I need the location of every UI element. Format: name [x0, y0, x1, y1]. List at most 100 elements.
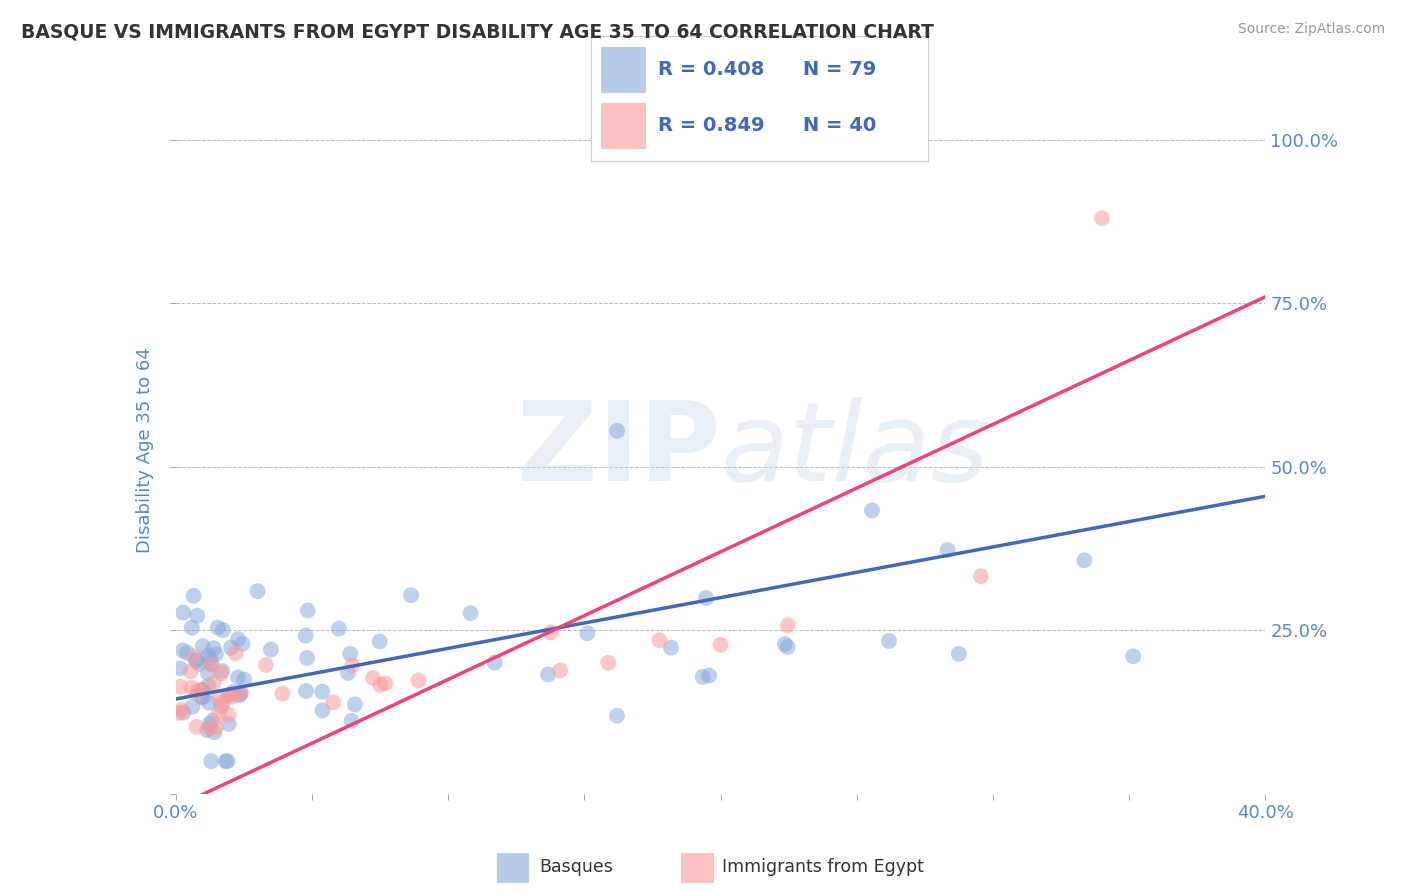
Point: [219, 640, 242, 655]
Point: [606, 424, 628, 438]
Point: [368, 634, 391, 648]
Point: [172, 643, 194, 657]
Point: [191, 683, 214, 698]
Point: [197, 648, 219, 663]
Point: [226, 670, 249, 684]
Point: [186, 653, 208, 667]
Point: [217, 754, 239, 768]
Point: [169, 661, 191, 675]
Point: [295, 651, 318, 665]
FancyBboxPatch shape: [600, 103, 644, 148]
Point: [197, 666, 219, 681]
Point: [374, 676, 396, 690]
Point: [254, 658, 277, 673]
Point: [217, 707, 239, 722]
Point: [218, 688, 240, 702]
Bar: [681, 854, 713, 881]
Point: [337, 665, 360, 680]
Point: [695, 591, 717, 605]
Point: [218, 717, 240, 731]
Point: [540, 625, 562, 640]
Point: [776, 618, 799, 632]
Point: [188, 657, 211, 671]
Text: ZIP: ZIP: [517, 397, 721, 504]
Point: [342, 658, 364, 673]
Point: [191, 690, 214, 705]
Point: [186, 720, 208, 734]
Point: [184, 654, 207, 668]
Point: [776, 640, 799, 654]
Point: [170, 703, 193, 717]
Point: [1091, 211, 1114, 226]
Point: [576, 626, 599, 640]
Point: [212, 623, 235, 637]
Text: R = 0.408: R = 0.408: [658, 60, 765, 78]
Point: [970, 569, 993, 583]
Text: Immigrants from Egypt: Immigrants from Egypt: [721, 858, 924, 877]
Point: [598, 656, 620, 670]
Point: [186, 608, 208, 623]
Point: [186, 686, 208, 700]
Point: [860, 503, 883, 517]
Point: [222, 685, 245, 699]
Point: [229, 686, 252, 700]
Point: [193, 683, 215, 698]
Point: [181, 699, 204, 714]
Point: [297, 603, 319, 617]
Point: [260, 642, 283, 657]
Point: [710, 638, 733, 652]
Point: [202, 725, 225, 739]
Point: [1122, 649, 1144, 664]
Point: [208, 706, 231, 721]
Point: [202, 676, 225, 690]
Point: [183, 649, 205, 664]
Text: Source: ZipAtlas.com: Source: ZipAtlas.com: [1237, 22, 1385, 37]
Point: [197, 679, 219, 693]
Point: [460, 606, 482, 620]
Point: [172, 706, 194, 720]
Point: [191, 639, 214, 653]
Point: [209, 666, 232, 681]
Point: [537, 667, 560, 681]
Point: [187, 683, 209, 698]
Point: [948, 647, 970, 661]
Point: [176, 646, 198, 660]
Point: [877, 634, 900, 648]
Text: N = 40: N = 40: [803, 116, 876, 135]
Point: [172, 606, 194, 620]
Point: [311, 703, 333, 717]
Point: [271, 687, 294, 701]
Point: [246, 584, 269, 599]
Point: [200, 651, 222, 665]
Text: N = 79: N = 79: [803, 60, 876, 78]
Point: [692, 670, 714, 684]
Point: [936, 543, 959, 558]
Point: [169, 680, 191, 694]
Point: [228, 688, 250, 702]
Point: [215, 754, 238, 768]
Point: [231, 637, 253, 651]
Point: [202, 641, 225, 656]
Point: [198, 717, 221, 731]
Point: [408, 673, 430, 688]
Point: [200, 754, 222, 768]
Point: [484, 656, 506, 670]
Point: [183, 589, 205, 603]
Point: [211, 699, 233, 714]
Point: [191, 682, 214, 697]
Point: [198, 696, 221, 710]
Point: [648, 633, 671, 648]
Point: [205, 720, 228, 734]
Point: [195, 723, 218, 738]
Point: [343, 698, 366, 712]
Y-axis label: Disability Age 35 to 64: Disability Age 35 to 64: [136, 348, 155, 553]
Point: [229, 686, 252, 700]
Point: [773, 637, 796, 651]
Point: [205, 647, 228, 661]
Point: [211, 695, 233, 709]
Text: BASQUE VS IMMIGRANTS FROM EGYPT DISABILITY AGE 35 TO 64 CORRELATION CHART: BASQUE VS IMMIGRANTS FROM EGYPT DISABILI…: [21, 22, 934, 41]
Point: [218, 688, 240, 702]
Point: [697, 668, 720, 682]
Point: [180, 681, 202, 695]
Bar: [496, 854, 529, 881]
